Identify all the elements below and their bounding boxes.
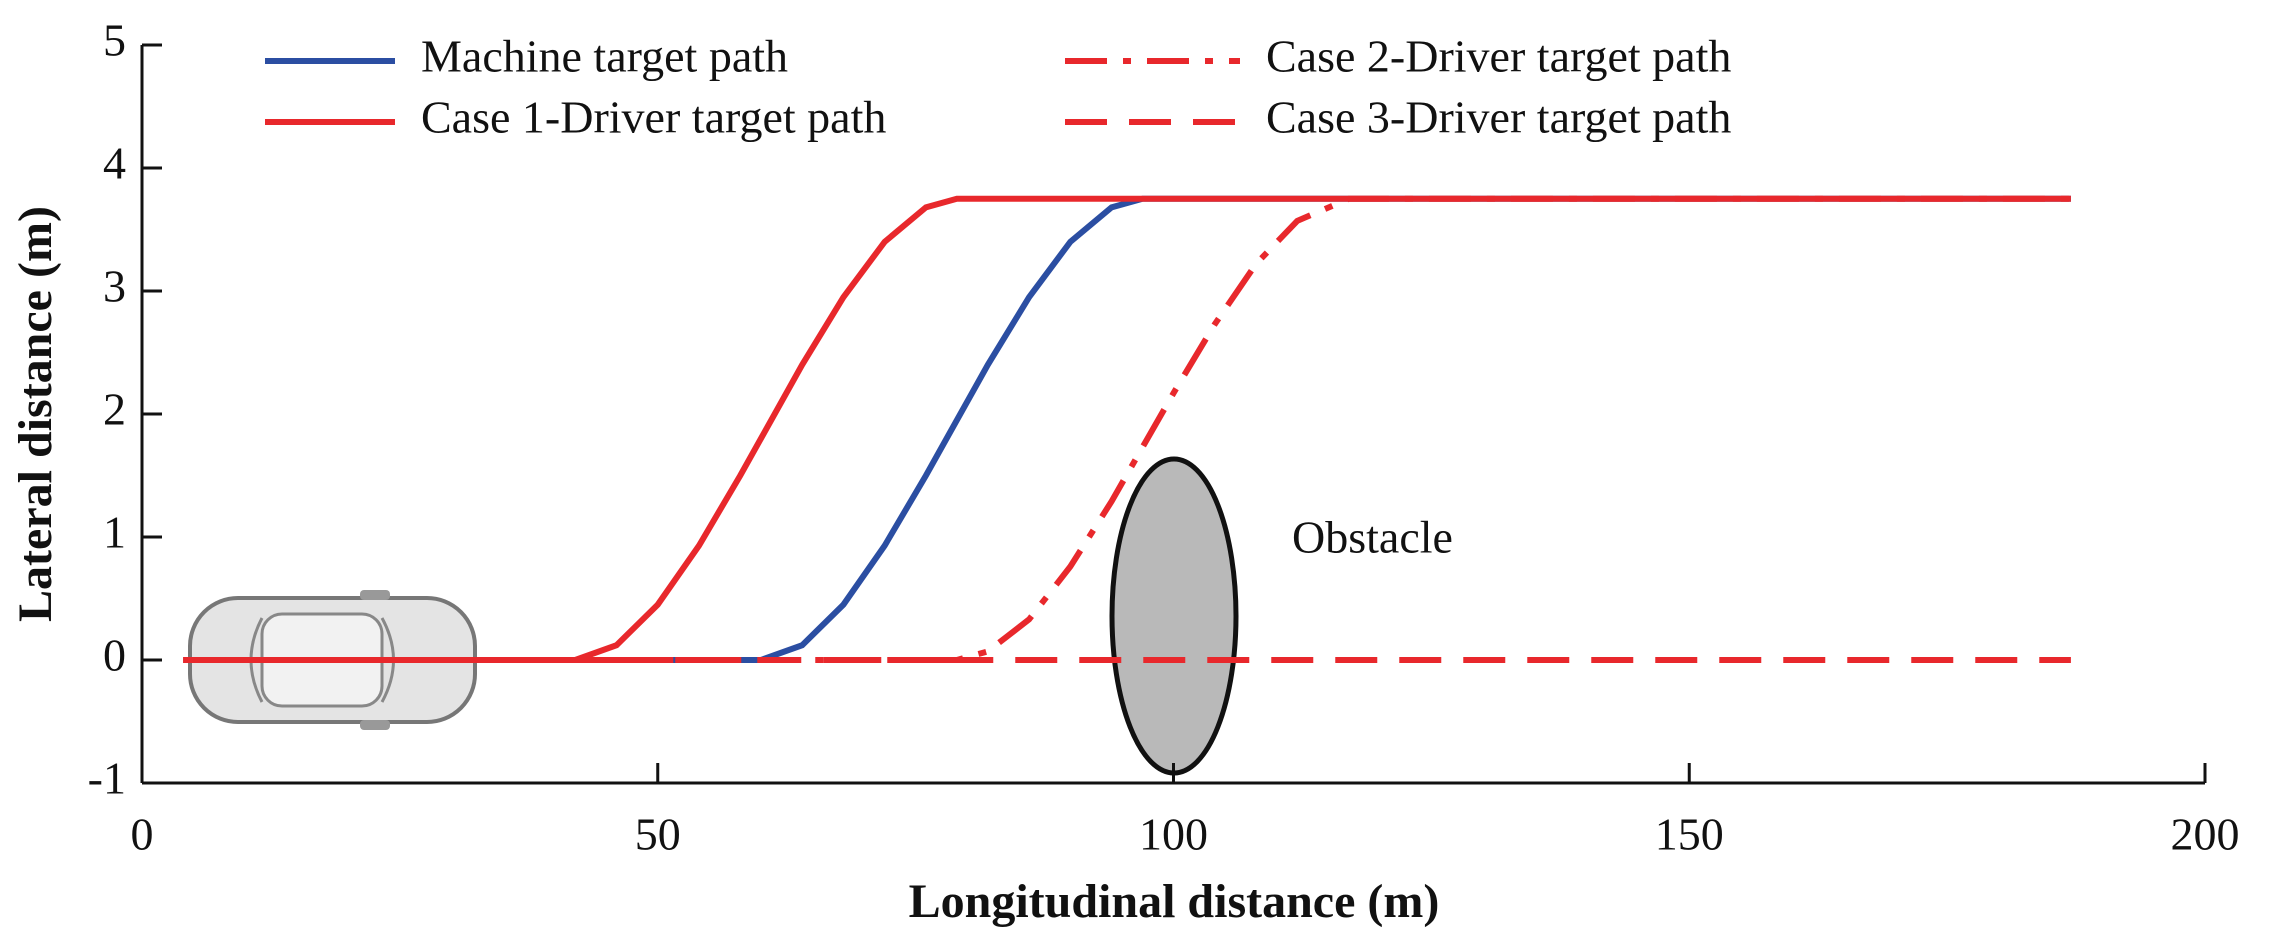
y-tick-label: 3 bbox=[103, 261, 126, 312]
x-tick-label: 200 bbox=[2171, 809, 2240, 860]
legend-label: Case 2-Driver target path bbox=[1266, 31, 1731, 82]
legend-label: Case 3-Driver target path bbox=[1266, 92, 1731, 143]
x-axis-title: Longitudinal distance (m) bbox=[909, 875, 1440, 928]
y-tick-label: 5 bbox=[103, 15, 126, 66]
y-tick-label: 4 bbox=[103, 138, 126, 189]
y-tick-label: -1 bbox=[88, 753, 126, 804]
series-line bbox=[183, 195, 2071, 663]
x-tick-label: 0 bbox=[131, 809, 154, 860]
x-tick-label: 100 bbox=[1139, 809, 1208, 860]
y-tick-label: 1 bbox=[103, 507, 126, 558]
legend-label: Case 1-Driver target path bbox=[421, 92, 886, 143]
y-tick-label: 0 bbox=[103, 630, 126, 681]
x-tick-label: 50 bbox=[635, 809, 681, 860]
annotation: Obstacle bbox=[1292, 512, 1453, 563]
y-axis-title: Lateral distance (m) bbox=[9, 206, 62, 622]
x-tick-label: 150 bbox=[1655, 809, 1724, 860]
obstacle bbox=[1109, 456, 1239, 776]
y-tick-label: 2 bbox=[103, 384, 126, 435]
legend-label: Machine target path bbox=[421, 31, 788, 82]
